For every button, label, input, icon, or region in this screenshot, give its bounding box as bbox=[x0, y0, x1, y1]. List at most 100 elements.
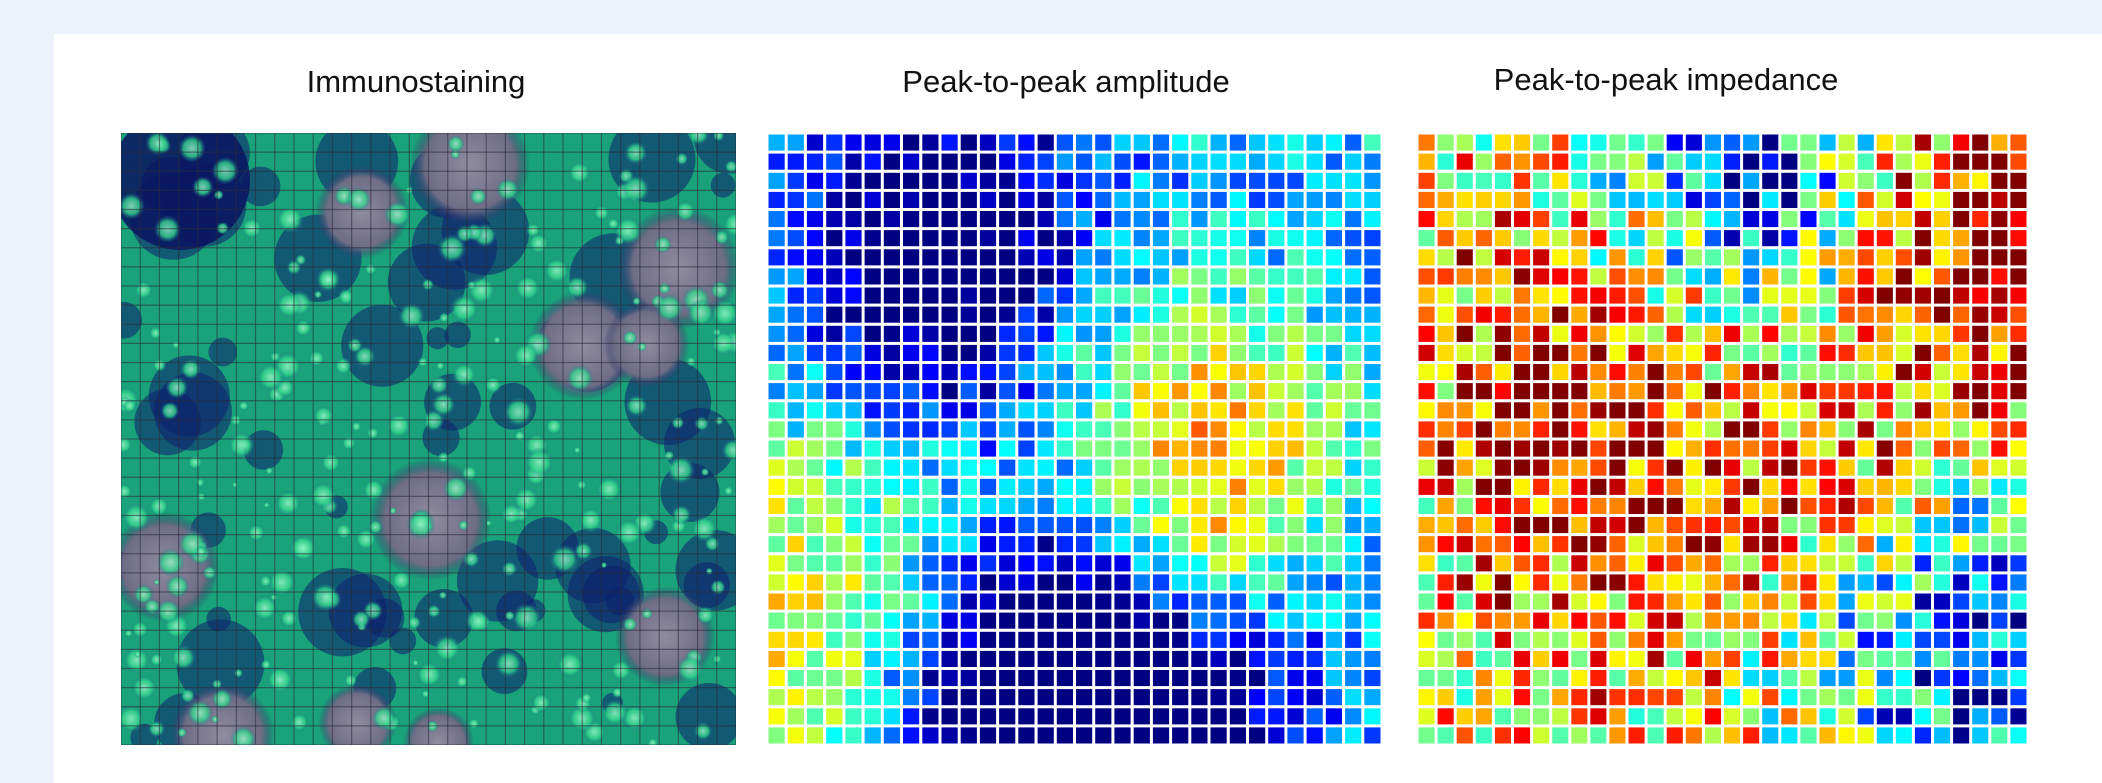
heatmap-cell bbox=[1858, 613, 1874, 629]
heatmap-cell bbox=[1114, 613, 1130, 629]
heatmap-cell bbox=[1457, 613, 1473, 629]
heatmap-cell bbox=[1820, 689, 1836, 705]
heatmap-cell bbox=[1781, 632, 1797, 648]
heatmap-cell bbox=[1839, 498, 1855, 514]
heatmap-cell bbox=[1307, 211, 1323, 227]
heatmap-cell bbox=[1686, 498, 1702, 514]
heatmap-cell bbox=[1609, 154, 1625, 170]
heatmap-cell bbox=[1095, 230, 1111, 246]
heatmap-cell bbox=[1629, 498, 1645, 514]
cell-spot bbox=[247, 524, 265, 542]
heatmap-cell bbox=[903, 421, 919, 437]
heatmap-cell bbox=[1705, 230, 1721, 246]
heatmap-cell bbox=[1724, 613, 1740, 629]
heatmap-cell bbox=[2010, 689, 2026, 705]
heatmap-cell bbox=[1571, 402, 1587, 418]
heatmap-cell bbox=[1762, 383, 1778, 399]
heatmap-cell bbox=[1514, 727, 1530, 743]
heatmap-cell bbox=[1972, 441, 1988, 457]
heatmap-cell bbox=[1877, 460, 1893, 476]
heatmap-cell bbox=[961, 154, 977, 170]
heatmap-cell bbox=[1590, 536, 1606, 552]
heatmap-cell bbox=[1705, 249, 1721, 265]
heatmap-cell bbox=[1038, 517, 1054, 533]
cell-spot bbox=[621, 175, 650, 204]
heatmap-cell bbox=[1287, 173, 1303, 189]
heatmap-cell bbox=[1191, 173, 1207, 189]
heatmap-cell bbox=[1307, 135, 1323, 151]
heatmap-cell bbox=[1211, 249, 1227, 265]
heatmap-cell bbox=[1095, 708, 1111, 724]
heatmap-cell bbox=[1820, 517, 1836, 533]
heatmap-cell bbox=[826, 421, 842, 437]
heatmap-cell bbox=[1629, 326, 1645, 342]
heatmap-cell bbox=[2010, 345, 2026, 361]
heatmap-cell bbox=[1953, 536, 1969, 552]
heatmap-cell bbox=[1991, 632, 2007, 648]
heatmap-cell bbox=[1038, 135, 1054, 151]
heatmap-cell bbox=[903, 192, 919, 208]
heatmap-cell bbox=[1571, 689, 1587, 705]
heatmap-cell bbox=[865, 517, 881, 533]
heatmap-cell bbox=[1114, 574, 1130, 590]
heatmap-cell bbox=[1018, 613, 1034, 629]
heatmap-cell bbox=[999, 670, 1015, 686]
heatmap-cell bbox=[1249, 154, 1265, 170]
heatmap-cell bbox=[1648, 364, 1664, 380]
heatmap-cell bbox=[1076, 402, 1092, 418]
heatmap-cell bbox=[1609, 230, 1625, 246]
heatmap-cell bbox=[1705, 441, 1721, 457]
heatmap-cell bbox=[826, 211, 842, 227]
heatmap-cell bbox=[1230, 345, 1246, 361]
cell-spot bbox=[334, 357, 352, 375]
heatmap-cell bbox=[1438, 268, 1454, 284]
heatmap-cell bbox=[1307, 288, 1323, 304]
heatmap-cell bbox=[1364, 326, 1380, 342]
heatmap-cell bbox=[1629, 651, 1645, 667]
heatmap-cell bbox=[1686, 192, 1702, 208]
heatmap-cell bbox=[807, 536, 823, 552]
heatmap-cell bbox=[1114, 632, 1130, 648]
heatmap-cell bbox=[1076, 727, 1092, 743]
heatmap-cell bbox=[1667, 192, 1683, 208]
heatmap-cell bbox=[1609, 383, 1625, 399]
heatmap-cell bbox=[1743, 154, 1759, 170]
heatmap-cell bbox=[1057, 364, 1073, 380]
heatmap-cell bbox=[980, 441, 996, 457]
heatmap-cell bbox=[1495, 517, 1511, 533]
heatmap-cell bbox=[1249, 326, 1265, 342]
heatmap-cell bbox=[1495, 288, 1511, 304]
heatmap-cell bbox=[1991, 326, 2007, 342]
heatmap-cell bbox=[1877, 364, 1893, 380]
heatmap-cell bbox=[1268, 192, 1284, 208]
heatmap-cell bbox=[1686, 268, 1702, 284]
heatmap-cell bbox=[807, 574, 823, 590]
heatmap-cell bbox=[1287, 708, 1303, 724]
heatmap-cell bbox=[1762, 154, 1778, 170]
cell-spot bbox=[362, 479, 385, 502]
heatmap-cell bbox=[807, 651, 823, 667]
heatmap-cell bbox=[807, 211, 823, 227]
heatmap-cell bbox=[1533, 249, 1549, 265]
heatmap-cell bbox=[1326, 345, 1342, 361]
cell-spot bbox=[264, 502, 270, 508]
heatmap-cell bbox=[1781, 498, 1797, 514]
heatmap-cell bbox=[1533, 135, 1549, 151]
heatmap-cell bbox=[1609, 441, 1625, 457]
heatmap-cell bbox=[884, 651, 900, 667]
heatmap-cell bbox=[1667, 689, 1683, 705]
heatmap-cell bbox=[2010, 574, 2026, 590]
heatmap-cell bbox=[1781, 479, 1797, 495]
heatmap-cell bbox=[1419, 192, 1435, 208]
cell-spot bbox=[694, 416, 709, 431]
heatmap-cell bbox=[1552, 249, 1568, 265]
heatmap-cell bbox=[1191, 574, 1207, 590]
heatmap-cell bbox=[1667, 230, 1683, 246]
heatmap-cell bbox=[1326, 326, 1342, 342]
heatmap-cell bbox=[1230, 689, 1246, 705]
cell-spot bbox=[341, 436, 356, 451]
heatmap-cell bbox=[1934, 555, 1950, 571]
heatmap-cell bbox=[865, 307, 881, 323]
heatmap-cell bbox=[1364, 364, 1380, 380]
heatmap-cell bbox=[1896, 364, 1912, 380]
